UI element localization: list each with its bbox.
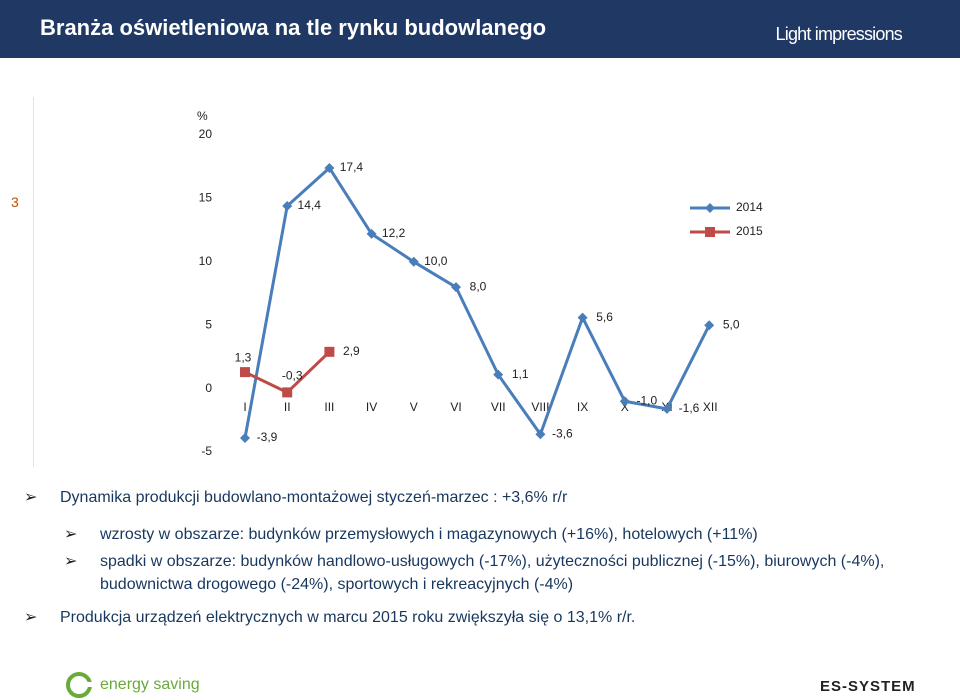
marker: [577, 312, 588, 323]
marker: [493, 369, 504, 380]
data-label: -1,6: [679, 401, 700, 415]
marker: [619, 396, 630, 407]
x-tick-label: I: [243, 400, 246, 414]
x-tick-label: X: [621, 400, 629, 414]
marker: [535, 429, 546, 440]
bullet-text: spadki w obszarze: budynków handlowo-usł…: [100, 553, 885, 593]
legend-label: 2014: [736, 200, 763, 214]
x-tick-label: VI: [450, 400, 461, 414]
data-label: -0,3: [282, 369, 303, 383]
series-line: [243, 165, 711, 439]
x-tick-label: VIII: [531, 400, 549, 414]
marker: [324, 162, 335, 173]
data-label: 1,3: [235, 350, 252, 364]
logo-icon: [66, 672, 94, 698]
data-label: 5,0: [723, 317, 740, 331]
marker: [662, 403, 672, 414]
marker: [282, 387, 293, 398]
slide-title: Branża oświetleniowa na tle rynku budowl…: [40, 15, 547, 40]
bullet-arrow: ➢: [24, 489, 38, 506]
data-label: 5,6: [596, 310, 613, 324]
bullet: ➢ wzrosty w obszarze: budynków przemysłow…: [64, 523, 952, 546]
marker: [282, 201, 293, 212]
bullet: ➢ spadki w obszarze: budynków handlowo-us…: [64, 550, 952, 596]
bullet: ➢ Dynamika produkcji budowlano-montażowej…: [24, 486, 952, 509]
bullet-arrow: ➢: [64, 553, 78, 570]
legend-marker: [705, 227, 715, 237]
marker: [451, 282, 461, 293]
data-label: 14,4: [298, 198, 322, 212]
legend-marker: [705, 203, 715, 213]
data-label: 10,0: [424, 254, 448, 268]
y-tick-label: -5: [201, 444, 212, 458]
x-tick-label: IV: [366, 400, 377, 414]
y-tick-label: 15: [199, 191, 213, 205]
marker: [324, 346, 335, 357]
x-tick-label: II: [284, 400, 291, 414]
x-tick-label: V: [410, 400, 418, 414]
bullet-text: wzrosty w obszarze: budynków przemysłowy…: [100, 526, 758, 543]
header-bar: Branża oświetleniowa na tle rynku budowl…: [0, 0, 960, 58]
data-label: 1,1: [512, 367, 529, 381]
data-label: -3,9: [257, 430, 278, 444]
bullet-text: Produkcja urządzeń elektrycznych w marcu…: [60, 609, 636, 626]
y-axis-label: %: [197, 109, 208, 123]
page-number: 3: [11, 194, 19, 210]
footer-right: ES-SYSTEM: [820, 678, 916, 695]
legend-label: 2015: [736, 224, 763, 238]
bullet-arrow: ➢: [64, 526, 78, 543]
data-label: 8,0: [470, 279, 487, 293]
x-tick-label: III: [324, 400, 334, 414]
data-label: 2,9: [343, 344, 360, 358]
marker: [240, 367, 250, 378]
y-tick-label: 0: [205, 381, 212, 395]
data-label: -3,6: [552, 426, 573, 440]
marker: [240, 433, 250, 444]
divider: [33, 97, 34, 467]
data-label: 17,4: [340, 160, 364, 174]
chart: % -505101520IIIIIIIVVVIVIIVIIIIXXXIXII-3…: [197, 109, 763, 458]
marker: [704, 320, 715, 331]
x-tick-label: IX: [577, 400, 588, 414]
brand: Light impressions: [775, 24, 903, 44]
bullet: ➢ Produkcja urządzeń elektrycznych w marc…: [24, 606, 952, 629]
bullet-arrow: ➢: [24, 609, 38, 626]
y-tick-label: 5: [205, 317, 212, 331]
y-tick-label: 10: [199, 254, 213, 268]
y-tick-label: 20: [199, 127, 213, 141]
data-label: 12,2: [382, 226, 406, 240]
footer-left: energy saving: [100, 676, 200, 693]
marker: [408, 256, 419, 267]
marker: [366, 228, 377, 239]
x-tick-label: VII: [491, 400, 506, 414]
data-label: -1,0: [636, 393, 657, 407]
bullet-text: Dynamika produkcji budowlano-montażowej …: [60, 489, 568, 506]
x-tick-label: XII: [703, 400, 718, 414]
